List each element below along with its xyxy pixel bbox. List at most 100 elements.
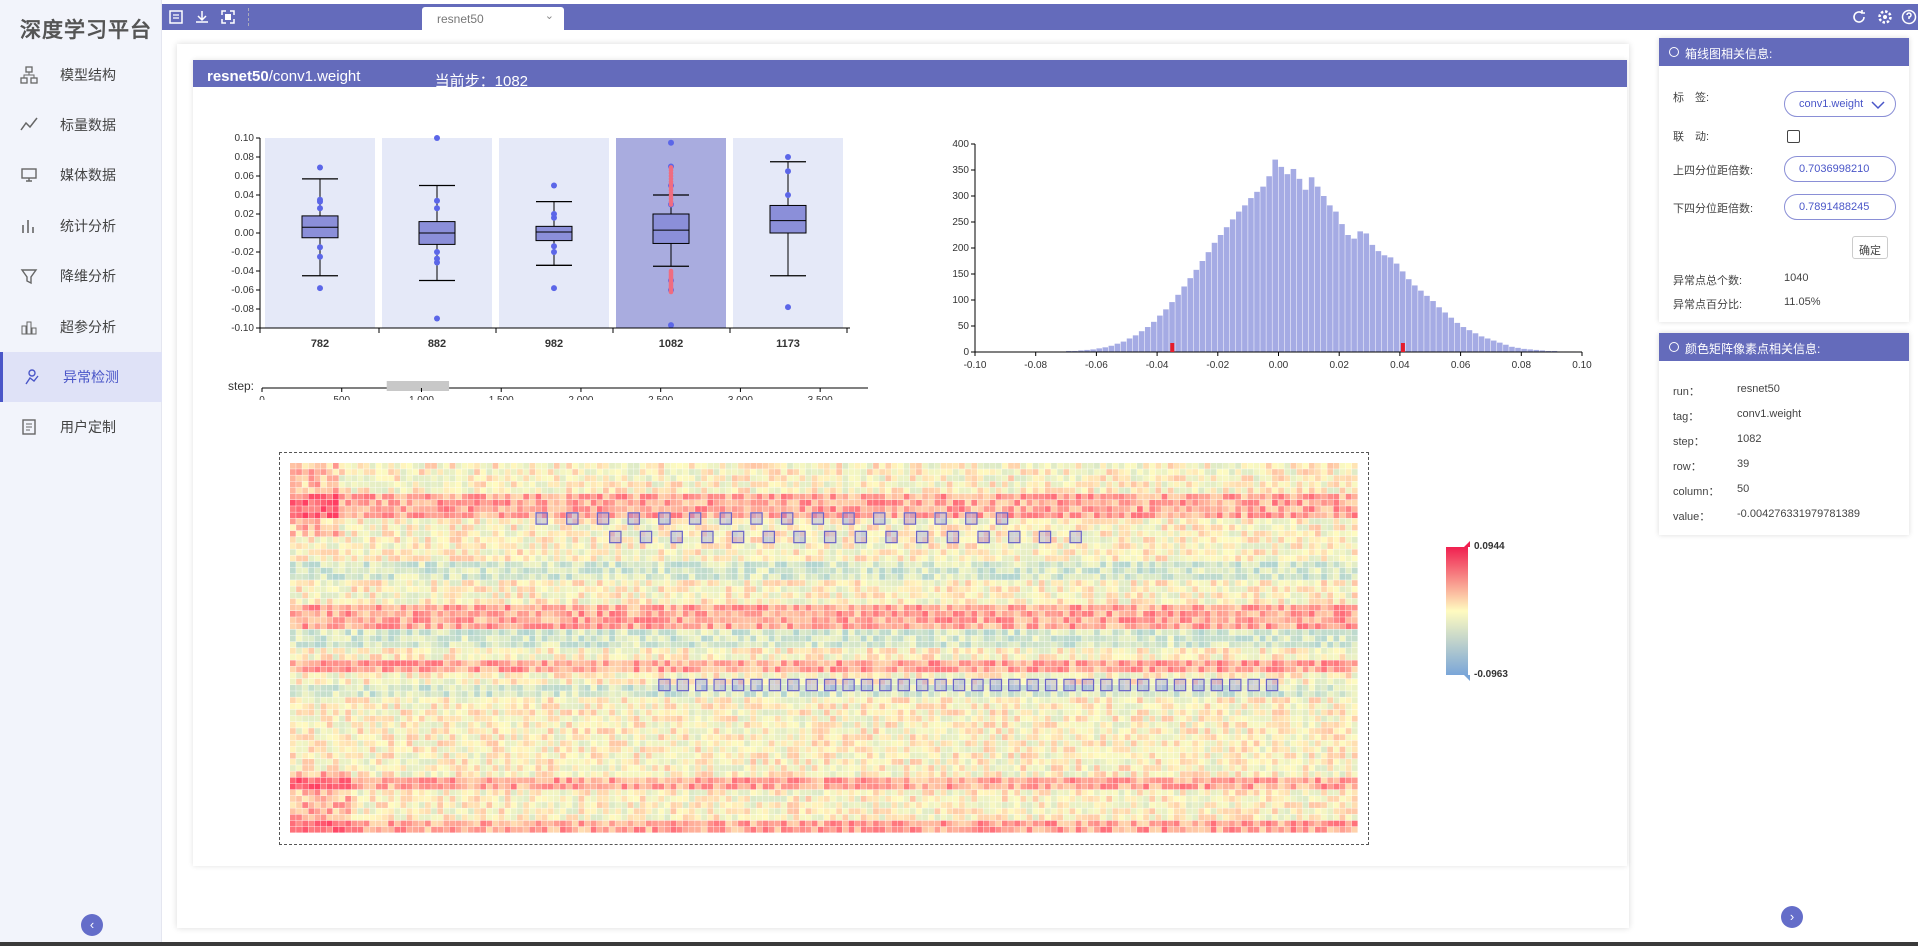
heatmap-cell[interactable] [615, 469, 622, 475]
heatmap-cell[interactable] [633, 463, 640, 469]
heatmap-cell[interactable] [1278, 475, 1284, 482]
heatmap-cell[interactable] [995, 555, 1002, 562]
heatmap-cell[interactable] [1155, 537, 1162, 543]
heatmap-cell[interactable] [468, 469, 474, 475]
heatmap-cell[interactable] [1308, 487, 1315, 494]
heatmap-cell[interactable] [302, 598, 309, 605]
heatmap-cell[interactable] [756, 617, 763, 623]
heatmap-cell[interactable] [1339, 592, 1346, 599]
heatmap-cell[interactable] [1087, 543, 1094, 549]
heatmap-cell[interactable] [566, 549, 572, 556]
heatmap-cell[interactable] [1247, 487, 1254, 494]
heatmap-cell[interactable] [1014, 604, 1021, 611]
heatmap-cell[interactable] [596, 537, 603, 543]
heatmap-cell[interactable] [971, 604, 978, 611]
heatmap-cell[interactable] [664, 604, 671, 611]
heatmap-cell[interactable] [1057, 604, 1063, 611]
heatmap-cell[interactable] [965, 586, 971, 593]
heatmap-cell[interactable] [934, 537, 941, 543]
heatmap-cell[interactable] [824, 611, 830, 617]
heatmap-cell[interactable] [523, 500, 529, 506]
heatmap-cell[interactable] [547, 506, 554, 512]
heatmap-cell[interactable] [750, 561, 757, 568]
heatmap-cell[interactable] [1222, 574, 1229, 580]
heatmap-cell[interactable] [922, 481, 928, 488]
heatmap-cell[interactable] [1094, 617, 1100, 623]
heatmap-cell[interactable] [345, 493, 351, 500]
heatmap-cell[interactable] [854, 518, 861, 525]
heatmap-cell[interactable] [394, 469, 401, 475]
heatmap-cell[interactable] [762, 512, 769, 519]
heatmap-cell[interactable] [1204, 469, 1211, 475]
heatmap-cell[interactable] [1333, 574, 1340, 580]
heatmap-cell[interactable] [866, 604, 873, 611]
heatmap-cell[interactable] [1008, 604, 1014, 611]
heatmap-cell[interactable] [375, 500, 382, 506]
heatmap-cell[interactable] [756, 475, 763, 482]
heatmap-cell[interactable] [425, 586, 431, 593]
heatmap-cell[interactable] [793, 493, 800, 500]
heatmap-cell[interactable] [1161, 611, 1168, 617]
heatmap-cell[interactable] [762, 543, 769, 549]
heatmap-cell[interactable] [995, 487, 1002, 494]
heatmap-cell[interactable] [510, 518, 517, 525]
heatmap-cell[interactable] [523, 604, 529, 611]
heatmap-cell[interactable] [1161, 543, 1168, 549]
heatmap-cell[interactable] [1173, 574, 1180, 580]
heatmap-cell[interactable] [455, 469, 462, 475]
heatmap-cell[interactable] [425, 592, 431, 599]
heatmap-cell[interactable] [1210, 586, 1217, 593]
heatmap-cell[interactable] [523, 580, 529, 586]
heatmap-cell[interactable] [1094, 481, 1100, 488]
heatmap-cell[interactable] [946, 543, 953, 549]
heatmap-cell[interactable] [541, 567, 548, 574]
heatmap-cell[interactable] [474, 463, 480, 469]
heatmap-cell[interactable] [1235, 598, 1241, 605]
heatmap-cell[interactable] [609, 463, 615, 469]
heatmap-cell[interactable] [725, 611, 732, 617]
heatmap-cell[interactable] [707, 617, 714, 623]
heatmap-cell[interactable] [774, 592, 781, 599]
heatmap-cell[interactable] [572, 481, 579, 488]
heatmap-cell[interactable] [909, 530, 916, 537]
heatmap-cell[interactable] [848, 617, 855, 623]
heatmap-cell[interactable] [817, 611, 824, 617]
heatmap-cell[interactable] [965, 543, 971, 549]
heatmap-cell[interactable] [805, 481, 812, 488]
heatmap-cell[interactable] [547, 561, 554, 568]
heatmap-cell[interactable] [793, 580, 800, 586]
heatmap-cell[interactable] [922, 567, 928, 574]
heatmap-cell[interactable] [922, 543, 928, 549]
heatmap-cell[interactable] [983, 493, 990, 500]
heatmap-cell[interactable] [578, 592, 585, 599]
heatmap-cell[interactable] [995, 617, 1002, 623]
heatmap-cell[interactable] [590, 475, 597, 482]
heatmap-cell[interactable] [1112, 481, 1119, 488]
heatmap-cell[interactable] [707, 537, 714, 543]
heatmap-cell[interactable] [1118, 617, 1125, 623]
heatmap-cell[interactable] [1333, 561, 1340, 568]
heatmap-cell[interactable] [744, 611, 750, 617]
heatmap-cell[interactable] [781, 574, 787, 580]
heatmap-cell[interactable] [701, 537, 707, 543]
heatmap-cell[interactable] [468, 506, 474, 512]
heatmap-cell[interactable] [688, 463, 695, 469]
heatmap-cell[interactable] [731, 580, 738, 586]
heatmap-cell[interactable] [879, 469, 885, 475]
heatmap-cell[interactable] [719, 567, 726, 574]
heatmap-cell[interactable] [959, 623, 965, 630]
heatmap-cell[interactable] [842, 512, 849, 519]
heatmap-cell[interactable] [971, 580, 978, 586]
heatmap-cell[interactable] [578, 487, 585, 494]
heatmap-cell[interactable] [873, 543, 879, 549]
heatmap-cell[interactable] [498, 463, 505, 469]
heatmap-cell[interactable] [1216, 512, 1223, 519]
heatmap-cell[interactable] [529, 555, 536, 562]
heatmap-cell[interactable] [909, 487, 916, 494]
heatmap-cell[interactable] [480, 518, 487, 525]
heatmap-cell[interactable] [940, 463, 947, 469]
heatmap-cell[interactable] [596, 567, 603, 574]
heatmap-cell[interactable] [1345, 537, 1352, 543]
heatmap-cell[interactable] [1253, 543, 1260, 549]
heatmap-cell[interactable] [320, 611, 327, 617]
